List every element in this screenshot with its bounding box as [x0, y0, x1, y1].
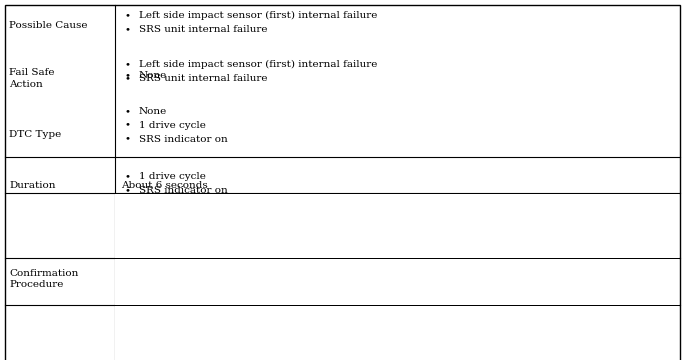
Text: Duration: Duration — [9, 180, 55, 189]
Text: •: • — [125, 60, 131, 69]
Bar — [116, 306, 680, 360]
Text: SRS indicator on: SRS indicator on — [139, 186, 227, 195]
Text: •: • — [125, 25, 131, 34]
Text: SRS indicator on: SRS indicator on — [139, 135, 227, 144]
Text: None: None — [139, 107, 167, 116]
Text: About 6 seconds: About 6 seconds — [121, 180, 208, 189]
Text: •: • — [125, 72, 131, 81]
Text: Left side impact sensor (first) internal failure: Left side impact sensor (first) internal… — [139, 60, 377, 69]
Text: Confirmation
Procedure: Confirmation Procedure — [9, 269, 78, 289]
Text: SRS unit internal failure: SRS unit internal failure — [139, 25, 268, 34]
Text: 1 drive cycle: 1 drive cycle — [139, 172, 206, 181]
Text: None: None — [139, 72, 167, 81]
Text: 1 drive cycle: 1 drive cycle — [139, 121, 206, 130]
Text: •: • — [125, 135, 131, 144]
Text: Possible Cause: Possible Cause — [9, 21, 88, 30]
Text: •: • — [125, 172, 131, 181]
Text: •: • — [125, 107, 131, 116]
Text: Fail Safe
Action: Fail Safe Action — [9, 68, 55, 89]
Bar — [116, 258, 680, 305]
Text: •: • — [125, 74, 131, 83]
Text: Left side impact sensor (first) internal failure: Left side impact sensor (first) internal… — [139, 11, 377, 20]
Bar — [116, 194, 680, 257]
Text: •: • — [125, 11, 131, 20]
Text: DTC Type: DTC Type — [9, 130, 61, 139]
Text: •: • — [125, 121, 131, 130]
Text: •: • — [125, 186, 131, 195]
Text: SRS unit internal failure: SRS unit internal failure — [139, 74, 268, 83]
